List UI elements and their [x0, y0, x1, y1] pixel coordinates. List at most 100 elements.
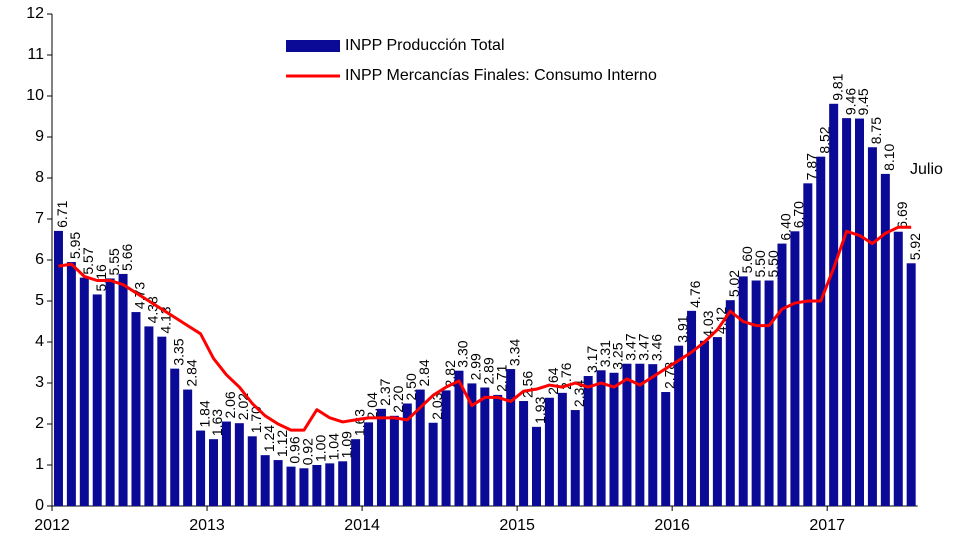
bar [712, 337, 722, 506]
bar [829, 103, 839, 506]
bar [842, 118, 852, 506]
y-tick-label: 12 [26, 5, 44, 22]
data-label: 7.87 [804, 153, 820, 180]
data-label: 6.70 [791, 201, 807, 228]
x-tick-label: 2015 [499, 517, 535, 534]
bar [53, 230, 63, 506]
bar [803, 183, 813, 506]
bar [738, 276, 748, 506]
data-label: 1.00 [313, 435, 329, 462]
y-tick-label: 6 [35, 251, 44, 268]
bar [725, 300, 735, 506]
bar [183, 389, 193, 506]
data-label: 5.02 [726, 270, 742, 297]
y-tick-label: 1 [35, 456, 44, 473]
data-label: 2.76 [558, 362, 574, 389]
data-label: 6.69 [894, 201, 910, 228]
data-label: 2.84 [183, 359, 199, 386]
data-label: 2.99 [468, 353, 484, 380]
bar [441, 390, 451, 506]
data-label: 1.04 [325, 433, 341, 460]
bar [221, 421, 231, 506]
data-label: 3.47 [623, 333, 639, 360]
legend-label: INPP Producción Total [345, 37, 505, 54]
data-label: 2.02 [235, 393, 251, 420]
data-label: 1.63 [209, 409, 225, 436]
y-tick-label: 9 [35, 128, 44, 145]
data-label: 6.71 [54, 200, 70, 227]
x-tick-label: 2014 [344, 517, 380, 534]
data-label: 5.55 [106, 248, 122, 275]
bar [105, 278, 115, 506]
bar [557, 392, 567, 506]
bar [92, 294, 102, 506]
bar [622, 363, 632, 506]
bar [428, 422, 438, 506]
bar [674, 345, 684, 506]
bar [635, 363, 645, 506]
data-label: 1.24 [261, 425, 277, 452]
bar [144, 326, 154, 506]
bar [583, 376, 593, 506]
legend-swatch [286, 40, 340, 52]
x-tick-label: 2012 [34, 517, 70, 534]
data-label: 2.64 [545, 367, 561, 394]
bar [351, 439, 361, 506]
legend-label: INPP Mercancías Finales: Consumo Interno [345, 67, 657, 84]
data-label: 2.04 [364, 392, 380, 419]
y-tick-label: 7 [35, 210, 44, 227]
bar [880, 173, 890, 506]
bar [855, 118, 864, 507]
data-label: 3.34 [506, 339, 522, 366]
data-label: 3.35 [170, 338, 186, 365]
data-label: 2.89 [481, 357, 497, 384]
data-label: 1.63 [351, 409, 367, 436]
bar [570, 410, 580, 506]
bar [480, 387, 490, 506]
bar [609, 372, 619, 506]
bar [131, 312, 141, 506]
y-tick-label: 5 [35, 292, 44, 309]
data-label: 3.17 [584, 346, 600, 373]
data-label: 1.12 [274, 430, 290, 457]
data-label: 4.76 [687, 280, 703, 307]
data-label: 8.75 [868, 117, 884, 144]
bar [325, 463, 335, 506]
bar [260, 455, 270, 506]
bar [79, 277, 89, 506]
bar [751, 280, 761, 506]
y-tick-label: 11 [27, 46, 44, 63]
data-label: 5.50 [752, 250, 768, 277]
y-tick-label: 4 [35, 333, 44, 350]
bar [596, 370, 606, 506]
bar [338, 461, 348, 506]
data-label: 5.66 [119, 243, 135, 270]
data-label: 2.50 [403, 373, 419, 400]
bar [209, 439, 218, 506]
bar [648, 364, 658, 506]
data-label: 0.96 [287, 436, 303, 463]
bar [467, 383, 477, 506]
data-label: 1.09 [338, 431, 354, 458]
bar [247, 436, 257, 506]
y-tick-label: 10 [26, 87, 44, 104]
data-label: 2.82 [442, 360, 458, 387]
bar [454, 370, 464, 506]
data-label: 5.57 [80, 247, 96, 274]
bar [906, 263, 916, 506]
bar [376, 408, 386, 506]
bar [687, 310, 697, 506]
bar [389, 415, 399, 506]
bar [170, 368, 180, 506]
x-tick-label: 2013 [189, 517, 225, 534]
bar [196, 430, 206, 506]
data-label: 3.91 [674, 315, 690, 342]
bar [519, 401, 529, 506]
bar [699, 340, 709, 506]
bar [532, 426, 541, 506]
data-label: 9.81 [829, 73, 845, 100]
data-label: 3.47 [636, 333, 652, 360]
bar [816, 156, 826, 506]
x-tick-label: 2016 [654, 517, 690, 534]
y-tick-label: 8 [35, 169, 44, 186]
